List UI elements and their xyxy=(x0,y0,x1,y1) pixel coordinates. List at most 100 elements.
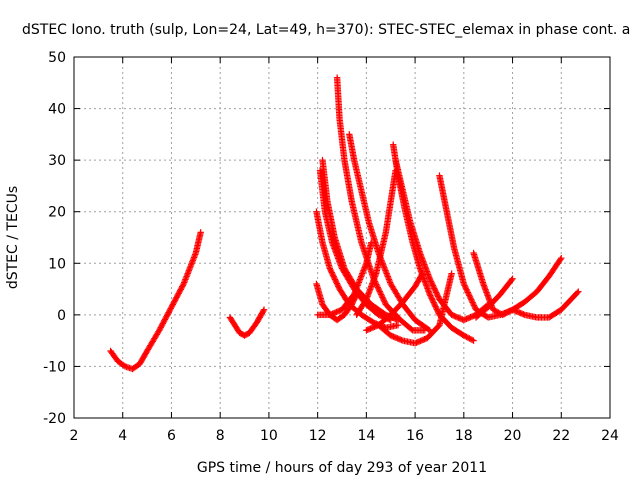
data-point xyxy=(430,283,437,291)
chart-title: dSTEC Iono. truth (sulp, Lon=24, Lat=49,… xyxy=(22,22,630,38)
data-point xyxy=(462,333,469,340)
data-point xyxy=(470,337,477,344)
data-point xyxy=(434,293,442,300)
data-point xyxy=(429,297,437,305)
x-tick-label: 22 xyxy=(552,428,570,444)
data-point xyxy=(494,308,501,316)
data-point xyxy=(462,285,470,292)
data-point xyxy=(470,302,478,309)
data-point xyxy=(427,278,435,285)
data-point xyxy=(376,288,383,295)
data-point xyxy=(425,326,432,333)
data-point xyxy=(466,292,473,299)
data-point xyxy=(461,283,469,290)
x-tick-label: 14 xyxy=(357,428,375,444)
data-point xyxy=(432,303,439,310)
data-point xyxy=(492,307,500,315)
data-point xyxy=(419,270,426,277)
data-point xyxy=(431,300,438,308)
data-point xyxy=(461,282,468,289)
data-point xyxy=(431,285,438,292)
data-point xyxy=(332,277,339,285)
data-point xyxy=(331,274,338,282)
data-point xyxy=(434,307,441,314)
data-point xyxy=(374,284,381,291)
data-point xyxy=(468,336,476,344)
y-axis-label: dSTEC / TECUs xyxy=(5,186,21,289)
data-point xyxy=(505,308,512,316)
data-point xyxy=(377,291,385,298)
plot-frame xyxy=(73,56,611,419)
y-tick-label: -20 xyxy=(43,411,66,427)
data-point xyxy=(381,298,388,305)
data-point xyxy=(428,295,435,302)
data-point xyxy=(329,270,336,278)
x-tick-label: 4 xyxy=(118,428,127,444)
data-point xyxy=(408,326,415,333)
data-point xyxy=(327,267,335,275)
series-15 xyxy=(436,172,565,321)
data-point xyxy=(558,254,565,262)
data-point xyxy=(373,282,381,290)
data-point xyxy=(433,306,441,313)
grid xyxy=(74,57,610,418)
series-8 xyxy=(333,74,429,334)
data-point xyxy=(495,309,502,316)
data-point xyxy=(464,334,472,341)
data-point xyxy=(375,285,382,292)
x-tick-label: 24 xyxy=(601,428,619,444)
series-4 xyxy=(313,208,402,331)
data-point xyxy=(197,229,204,236)
x-tick-label: 20 xyxy=(504,428,522,444)
data-point xyxy=(448,270,455,277)
y-tick-label: 10 xyxy=(48,256,66,272)
data-point xyxy=(471,303,478,311)
data-point xyxy=(431,302,439,309)
x-tick-label: 2 xyxy=(70,428,79,444)
data-point xyxy=(418,271,425,279)
data-point xyxy=(260,306,268,313)
data-point xyxy=(460,332,468,339)
data-point xyxy=(331,276,339,283)
series-10 xyxy=(353,167,399,319)
data-point xyxy=(469,299,476,306)
data-point xyxy=(429,281,436,288)
x-tick-label: 18 xyxy=(455,428,473,444)
data-point xyxy=(468,297,476,305)
data-point xyxy=(377,289,384,297)
data-point xyxy=(463,333,470,341)
data-point xyxy=(427,292,434,299)
data-point xyxy=(466,293,474,301)
data-points xyxy=(107,74,582,373)
data-point xyxy=(260,307,267,315)
x-tick-label: 6 xyxy=(167,428,176,444)
data-point xyxy=(427,293,435,301)
data-point xyxy=(379,295,387,303)
x-tick-label: 10 xyxy=(260,428,278,444)
x-tick-label: 12 xyxy=(309,428,327,444)
data-point xyxy=(432,287,439,295)
data-point xyxy=(329,272,337,279)
data-point xyxy=(328,269,335,276)
data-point xyxy=(467,335,474,343)
data-point xyxy=(503,309,511,316)
data-point xyxy=(155,328,162,335)
data-point xyxy=(333,278,340,286)
data-point xyxy=(470,300,477,308)
data-point xyxy=(496,310,504,317)
data-point xyxy=(574,289,581,296)
data-point xyxy=(433,304,440,312)
data-point xyxy=(335,283,342,290)
data-point xyxy=(508,276,515,284)
data-point xyxy=(429,282,437,289)
x-tick-label: 16 xyxy=(406,428,424,444)
data-point xyxy=(375,287,383,294)
data-point xyxy=(431,286,439,293)
data-point xyxy=(506,307,513,315)
data-point xyxy=(465,290,472,298)
data-point xyxy=(575,288,582,295)
series-14 xyxy=(363,270,426,334)
data-point xyxy=(427,276,434,284)
